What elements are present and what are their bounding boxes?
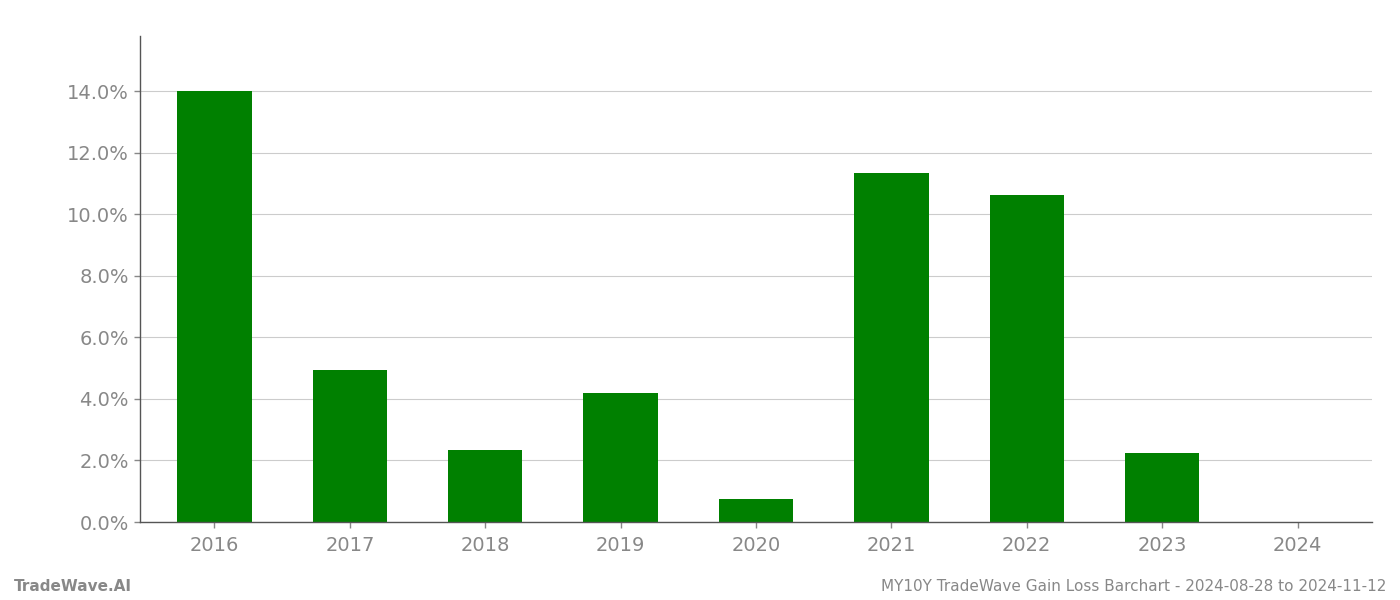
- Bar: [584, 394, 658, 522]
- Bar: [718, 499, 794, 522]
- Text: TradeWave.AI: TradeWave.AI: [14, 579, 132, 594]
- Bar: [854, 173, 928, 522]
- Bar: [1126, 453, 1200, 522]
- Bar: [990, 195, 1064, 522]
- Bar: [178, 91, 252, 522]
- Text: MY10Y TradeWave Gain Loss Barchart - 2024-08-28 to 2024-11-12: MY10Y TradeWave Gain Loss Barchart - 202…: [881, 579, 1386, 594]
- Bar: [312, 370, 386, 522]
- Bar: [448, 451, 522, 522]
